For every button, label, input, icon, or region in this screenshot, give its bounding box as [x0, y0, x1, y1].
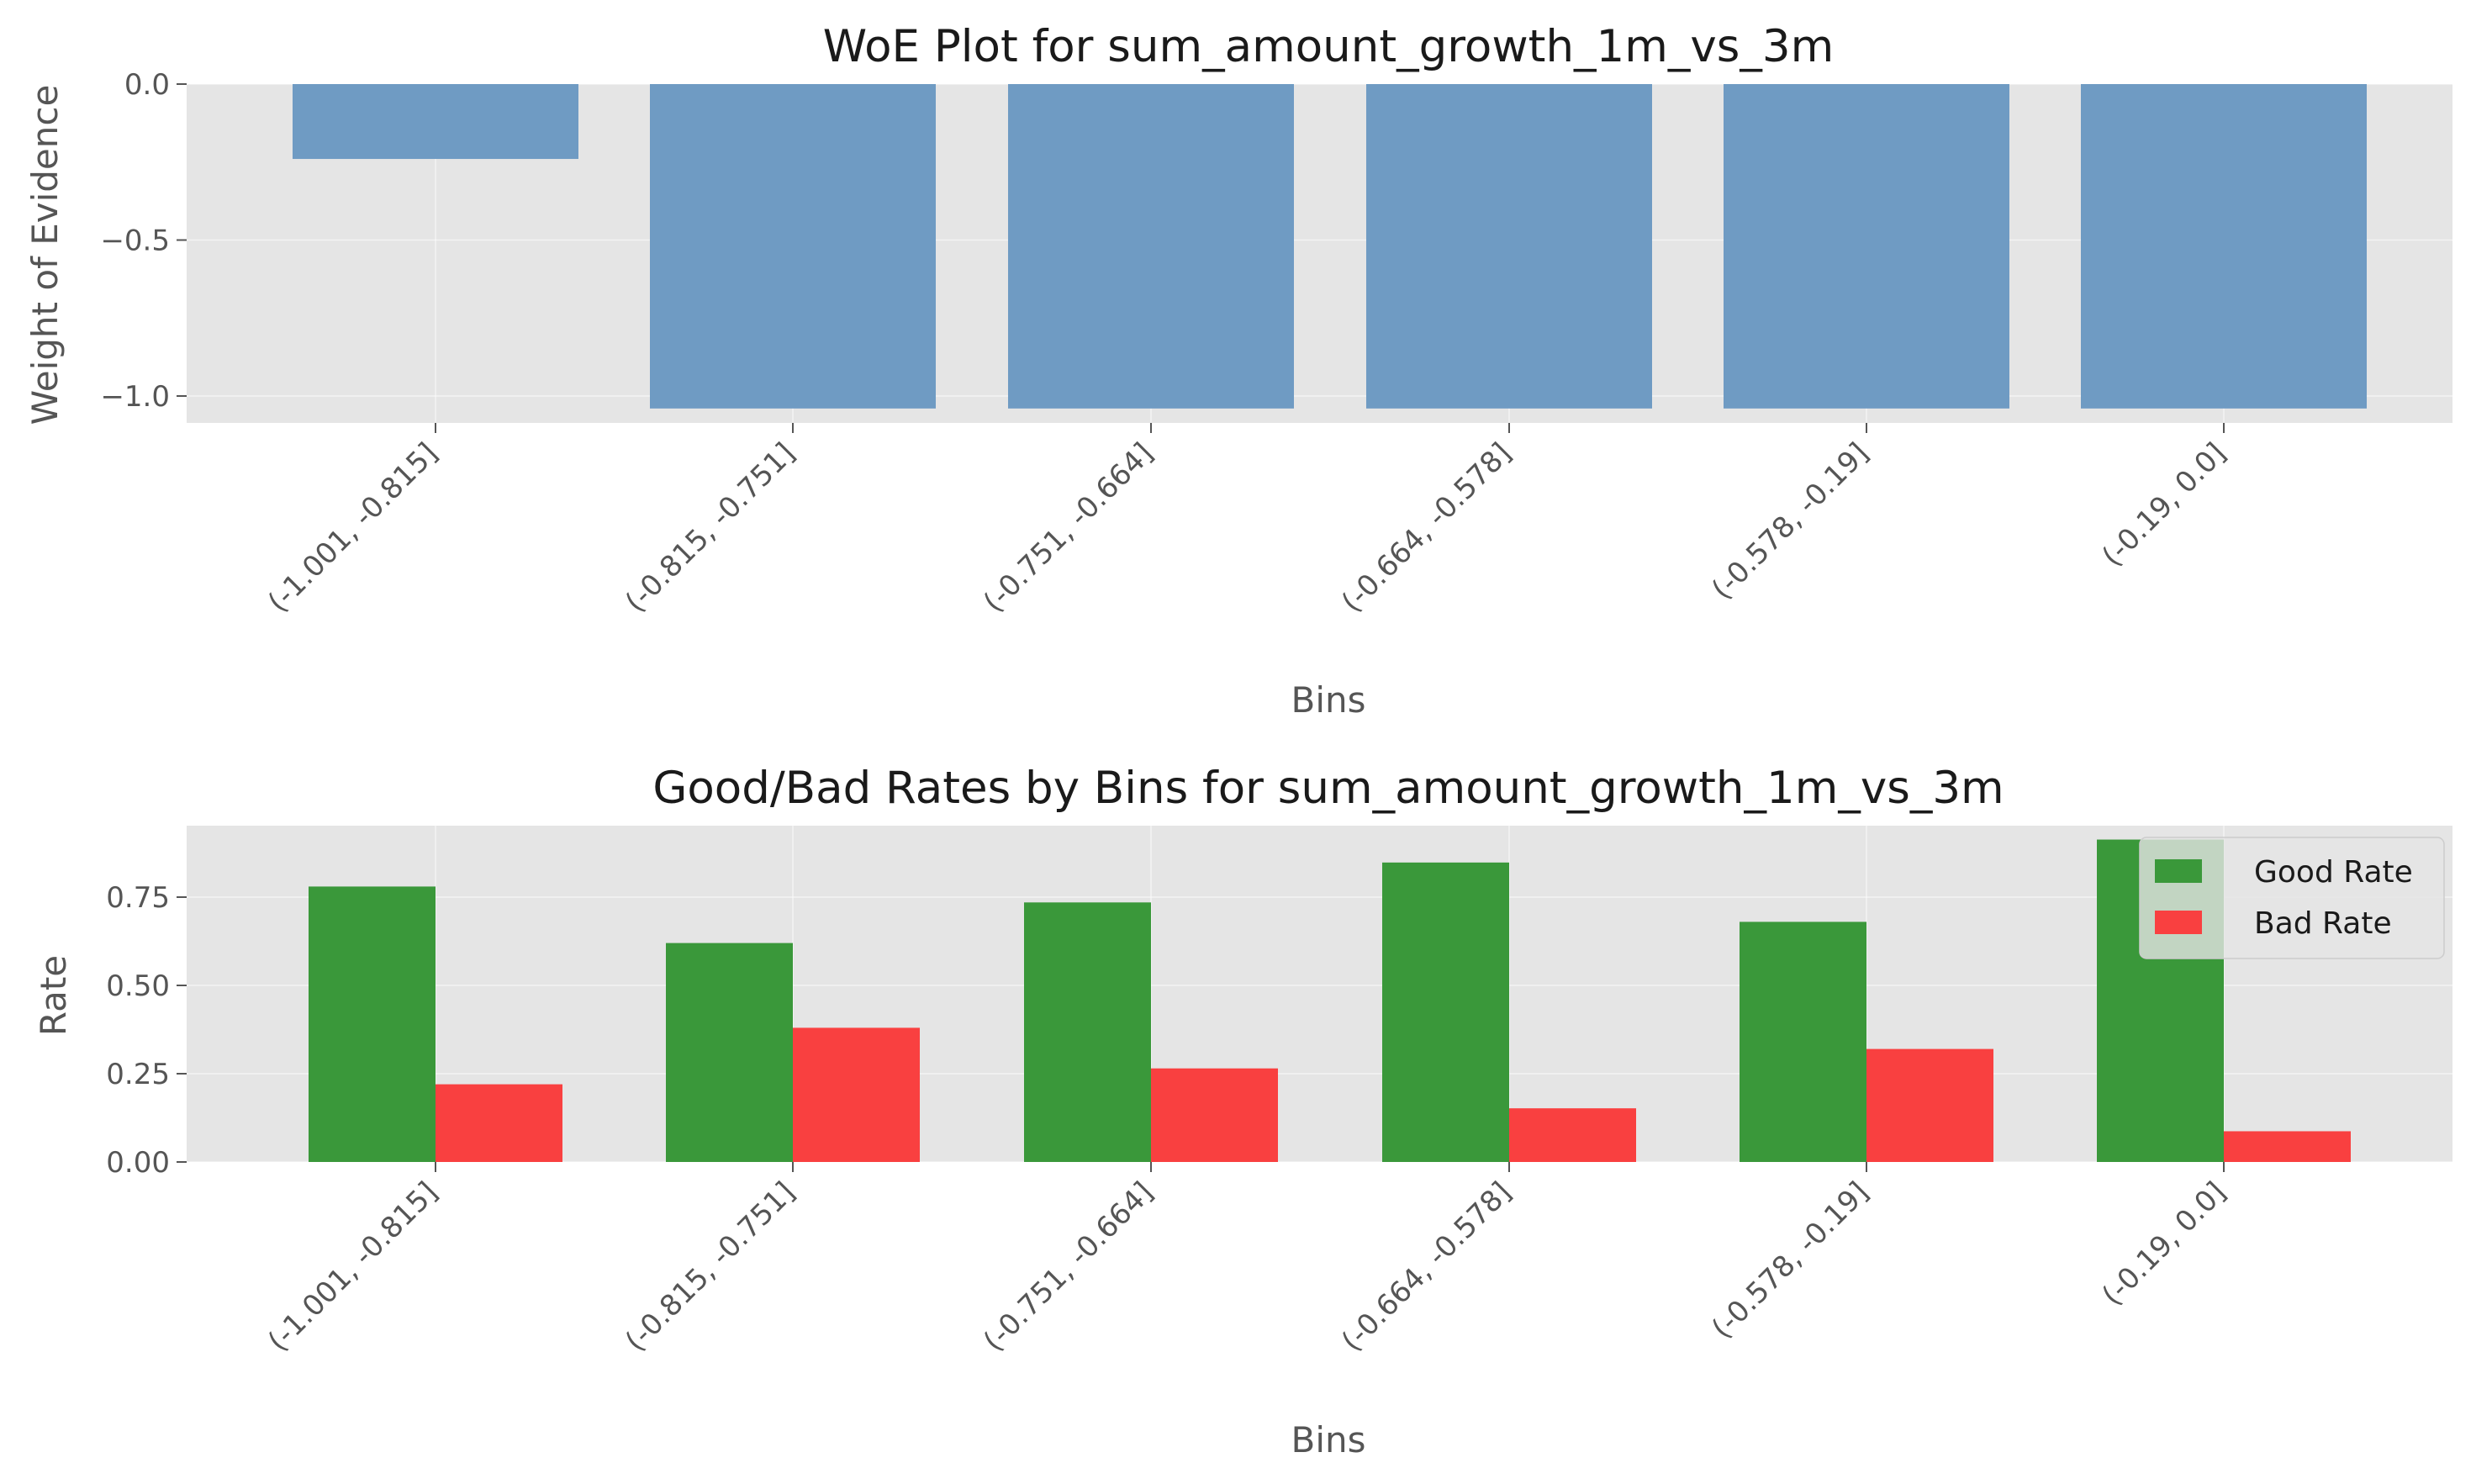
woe-bar [650, 84, 936, 409]
good-rate-bar [1740, 922, 1866, 1162]
rates-y-tick-label: 0.00 [106, 1146, 170, 1180]
rates-x-tick-label: (-0.578, -0.19] [1705, 1175, 1875, 1345]
woe-y-tick-label: 0.0 [124, 68, 170, 102]
woe-x-axis-label: Bins [1291, 679, 1366, 721]
rates-x-tick-label: (-0.815, -0.751] [619, 1175, 801, 1358]
woe-bar [1366, 84, 1652, 409]
woe-chart-title: WoE Plot for sum_amount_growth_1m_vs_3m [823, 21, 1834, 72]
rates-x-tick-label: (-0.751, -0.664] [977, 1175, 1159, 1358]
legend-label-bad-rate: Bad Rate [2254, 906, 2392, 941]
bad-rate-bar [2224, 1131, 2351, 1162]
woe-bar [293, 84, 578, 160]
woe-x-tick-label: (-0.815, -0.751] [619, 436, 801, 619]
woe-y-tick-label: −0.5 [100, 224, 170, 258]
rates-y-tick-label: 0.75 [106, 881, 170, 915]
woe-x-tick-label: (-0.751, -0.664] [977, 436, 1159, 619]
rates-x-tick-label: (-1.001, -0.815] [261, 1175, 444, 1358]
rates-y-tick-label: 0.25 [106, 1058, 170, 1091]
rates-plot-area [187, 826, 2452, 1162]
woe-bar [1008, 84, 1294, 409]
legend-swatch-bad-rate [2155, 911, 2202, 934]
good-rate-bar [1024, 902, 1151, 1162]
legend-label-good-rate: Good Rate [2254, 855, 2413, 890]
woe-x-ticks: (-1.001, -0.815] (-0.815, -0.751] (-0.751,… [261, 423, 2232, 619]
woe-chart: 0.0 −0.5 −1.0 (-1.001, -0.815] (-0.815, -0.… [24, 21, 2452, 721]
good-rate-bar [1382, 862, 1509, 1162]
good-rate-bar [666, 943, 793, 1162]
rates-y-tick-label: 0.50 [106, 969, 170, 1003]
rates-x-tick-label: (-0.19, 0.0] [2096, 1175, 2233, 1312]
rates-chart: 0.00 0.25 0.50 0.75 (-1.001, -0.815] (-0.815… [33, 763, 2452, 1460]
rates-x-axis-label: Bins [1291, 1419, 1366, 1460]
bad-rate-bar [793, 1027, 920, 1162]
rates-x-ticks: (-1.001, -0.815] (-0.815, -0.751] (-0.751,… [261, 1162, 2232, 1358]
legend-frame [2139, 837, 2445, 959]
woe-y-tick-label: −1.0 [100, 380, 170, 414]
woe-x-tick-label: (-0.664, -0.578] [1335, 436, 1518, 619]
bad-rate-bar [1509, 1108, 1636, 1162]
woe-x-tick-label: (-0.578, -0.19] [1705, 436, 1875, 606]
rates-x-tick-label: (-0.664, -0.578] [1335, 1175, 1518, 1358]
rates-legend: Good Rate Bad Rate [2139, 837, 2445, 959]
woe-x-tick-label: (-0.19, 0.0] [2096, 436, 2233, 573]
woe-bars [293, 84, 2367, 409]
legend-swatch-good-rate [2155, 859, 2202, 883]
rates-chart-title: Good/Bad Rates by Bins for sum_amount_gr… [652, 763, 2004, 814]
bad-rate-bar [1866, 1048, 1993, 1162]
woe-y-axis-label: Weight of Evidence [24, 85, 66, 425]
woe-bar [2081, 84, 2367, 409]
woe-bar [1724, 84, 2009, 409]
bad-rate-bar [436, 1084, 562, 1162]
woe-y-ticks: 0.0 −0.5 −1.0 [100, 68, 187, 414]
good-rate-bar [309, 886, 436, 1162]
woe-x-tick-label: (-1.001, -0.815] [261, 436, 444, 619]
rates-y-ticks: 0.00 0.25 0.50 0.75 [106, 881, 187, 1180]
rates-y-axis-label: Rate [33, 955, 74, 1036]
bad-rate-bar [1151, 1068, 1278, 1162]
